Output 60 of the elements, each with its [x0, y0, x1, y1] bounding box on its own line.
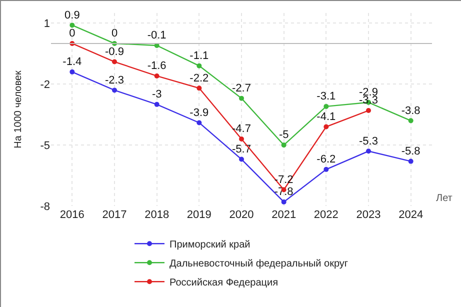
x-tick-label: 2023: [356, 209, 381, 221]
point: [324, 166, 329, 172]
data-label: -5.8: [401, 145, 420, 158]
x-tick-label: 2017: [102, 209, 127, 221]
data-label: -1.1: [190, 50, 209, 62]
data-label: -3: [152, 88, 162, 101]
data-label: -0.9: [105, 46, 124, 58]
data-label: -3.1: [316, 90, 336, 103]
x-tick-label: 2019: [186, 209, 212, 221]
data-label: 0: [111, 28, 118, 40]
point: [154, 102, 160, 107]
y-axis-title: На 1000 человек: [13, 70, 24, 148]
data-label: -2.7: [232, 82, 251, 94]
point: [281, 199, 286, 204]
point: [112, 88, 117, 93]
data-label: -0.1: [147, 30, 166, 42]
data-label: -2.3: [105, 74, 124, 86]
point: [196, 86, 202, 91]
point: [196, 63, 202, 68]
data-label: -1.6: [147, 60, 166, 72]
point: [408, 158, 414, 164]
data-label: -4.1: [316, 110, 336, 123]
y-tick-label: 1: [44, 18, 50, 30]
point: [70, 22, 75, 28]
x-tick-label: 2021: [272, 209, 296, 221]
legend-label: Приморский край: [170, 240, 250, 251]
x-tick-label: 2018: [144, 209, 170, 221]
point: [239, 136, 244, 142]
data-label: -3.8: [401, 104, 420, 117]
x-axis-title: Лет: [436, 193, 453, 204]
point: [239, 96, 244, 101]
data-label: -5.3: [359, 135, 378, 148]
point: [281, 142, 286, 148]
legend-label: Российская Федерация: [170, 278, 278, 289]
data-label: -4.7: [232, 123, 251, 136]
point: [366, 108, 371, 114]
point: [324, 124, 329, 130]
data-label: -5: [278, 129, 289, 142]
x-tick-label: 2020: [229, 209, 254, 221]
data-label: -3.9: [190, 106, 209, 119]
x-tick-label: 2016: [60, 209, 84, 221]
point: [324, 104, 329, 109]
point: [239, 156, 244, 162]
point: [112, 59, 117, 64]
y-tick-label: -5: [40, 140, 50, 152]
point: [70, 69, 75, 74]
data-label: -2.2: [190, 72, 209, 84]
point: [408, 118, 414, 124]
y-tick-label: -8: [40, 200, 50, 213]
data-label: 0.9: [64, 9, 80, 22]
legend-label: Дальневосточный федеральный округ: [170, 258, 348, 270]
data-label: -1.4: [62, 56, 82, 68]
point: [366, 148, 371, 154]
x-tick-label: 2022: [314, 209, 338, 221]
point: [154, 73, 160, 78]
y-tick-label: -2: [40, 78, 50, 91]
point: [196, 120, 202, 126]
x-tick-label: 2024: [398, 209, 424, 221]
data-label: -6.2: [316, 154, 336, 166]
data-label: 0: [69, 28, 76, 40]
